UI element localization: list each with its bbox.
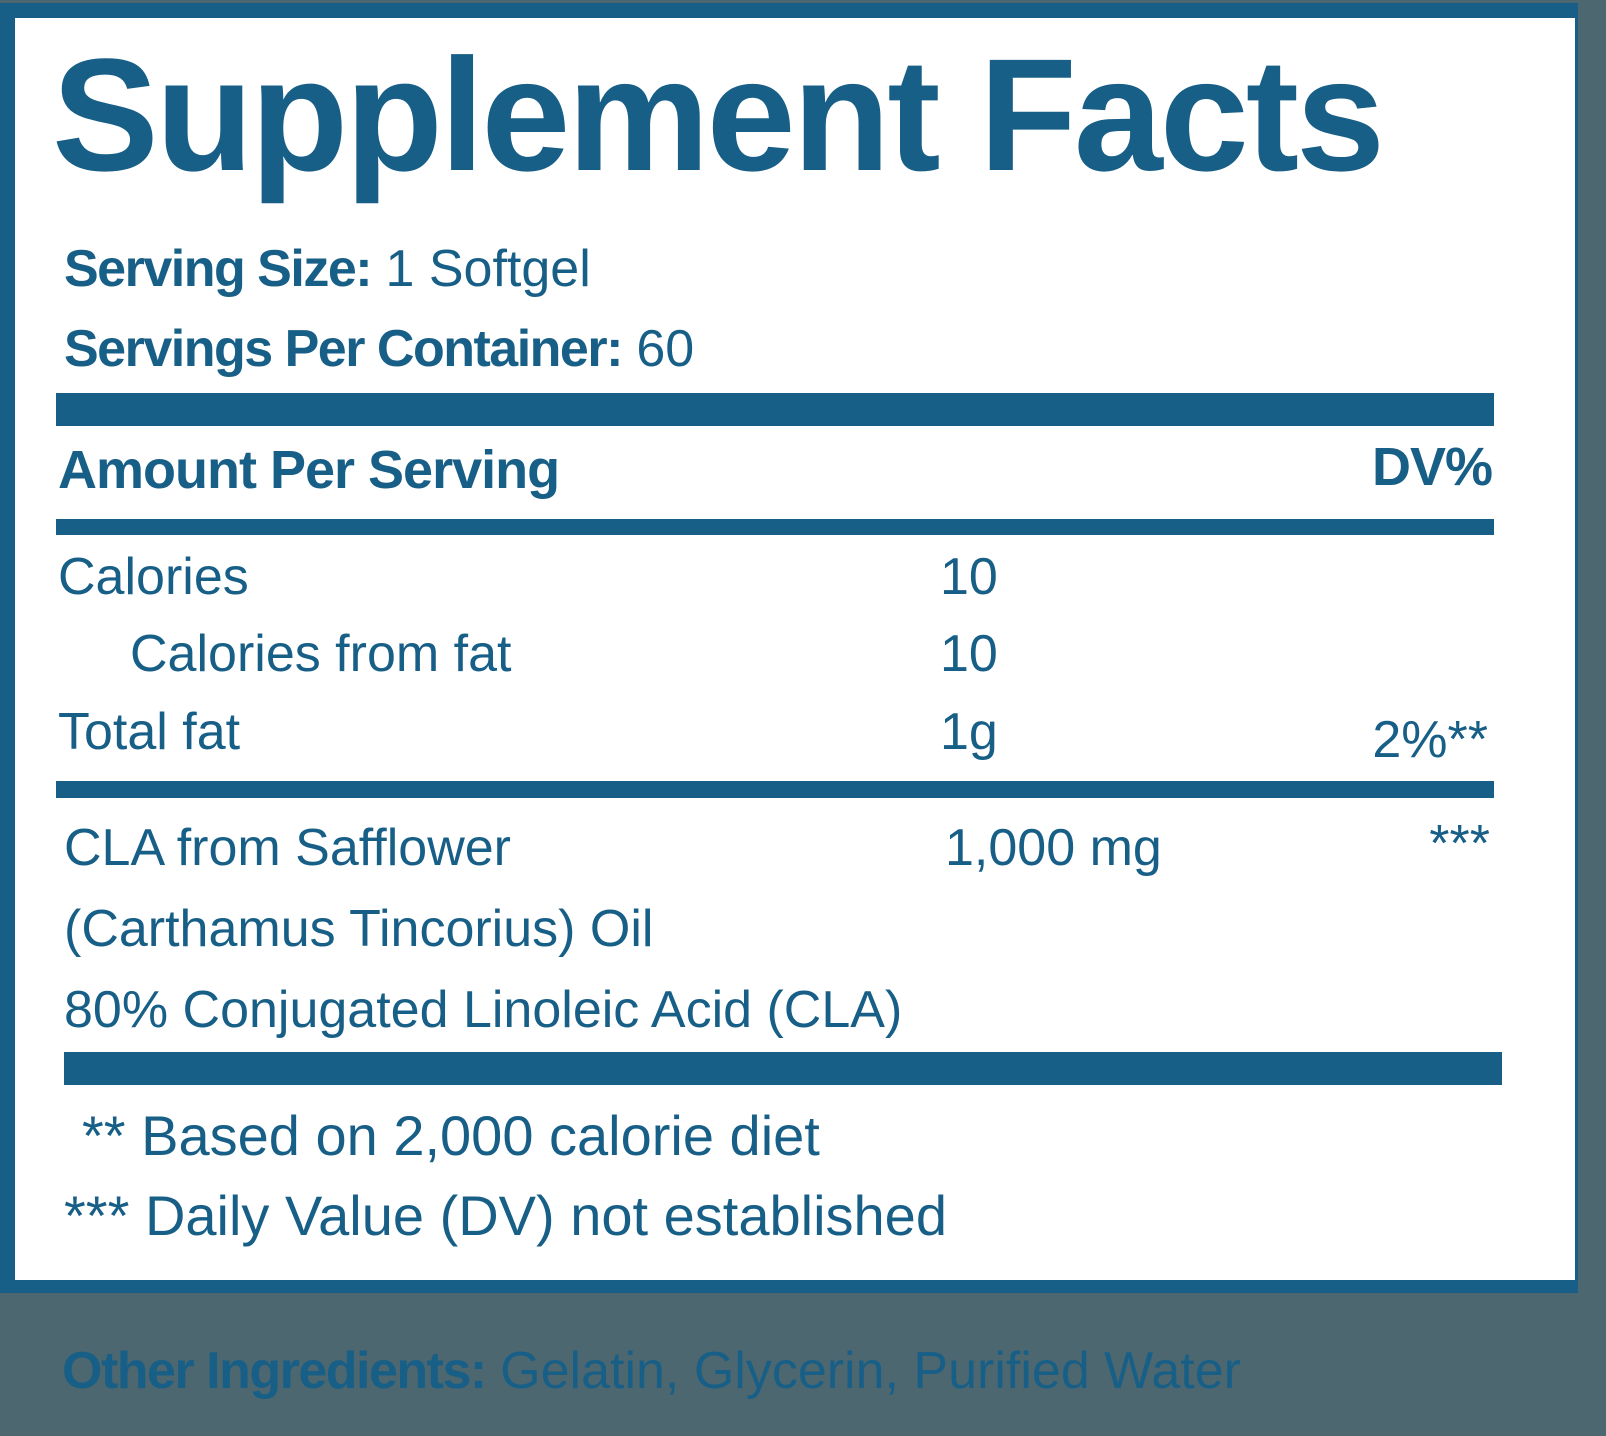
ingredient-name-line3: 80% Conjugated Linoleic Acid (CLA): [64, 981, 903, 1039]
row-total-fat-name: Total fat: [58, 703, 241, 761]
thick-divider: [64, 1052, 1502, 1085]
serving-size: Serving Size: 1 Softgel: [64, 243, 591, 295]
ingredient-name-line1: CLA from Safflower: [64, 819, 512, 877]
servings-per-container-value: 60: [621, 320, 695, 378]
row-calories-fat-amount: 10: [940, 625, 998, 683]
row-total-fat-dv: 2%**: [1372, 711, 1488, 769]
row-calories-fat-name: Calories from fat: [130, 625, 512, 683]
ingredient-name-line2: (Carthamus Tincorius) Oil: [64, 900, 654, 958]
label-title: Supplement Facts: [52, 25, 1385, 204]
dv-header: DV%: [1371, 437, 1493, 497]
other-ingredients-label: Other Ingredients:: [62, 1342, 487, 1400]
row-calories-name: Calories: [58, 548, 249, 606]
amount-per-serving-header: Amount Per Serving: [58, 440, 560, 500]
servings-per-container-label: Servings Per Container:: [64, 320, 623, 378]
divider: [56, 519, 1494, 535]
servings-per-container: Servings Per Container: 60: [64, 323, 694, 375]
thick-divider: [56, 393, 1494, 426]
row-calories-amount: 10: [940, 548, 998, 606]
row-total-fat-amount: 1g: [940, 703, 998, 761]
other-ingredients: Other Ingredients: Gelatin, Glycerin, Pu…: [62, 1345, 1241, 1397]
serving-size-label: Serving Size:: [64, 240, 373, 298]
serving-size-value: 1 Softgel: [371, 240, 591, 298]
footnote-calorie-diet: ** Based on 2,000 calorie diet: [82, 1104, 820, 1167]
divider: [56, 781, 1494, 798]
footnote-dv-not-established: *** Daily Value (DV) not established: [64, 1184, 947, 1247]
ingredient-amount: 1,000 mg: [945, 819, 1162, 877]
other-ingredients-value: Gelatin, Glycerin, Purified Water: [485, 1342, 1241, 1400]
ingredient-dv: ***: [1429, 815, 1490, 873]
